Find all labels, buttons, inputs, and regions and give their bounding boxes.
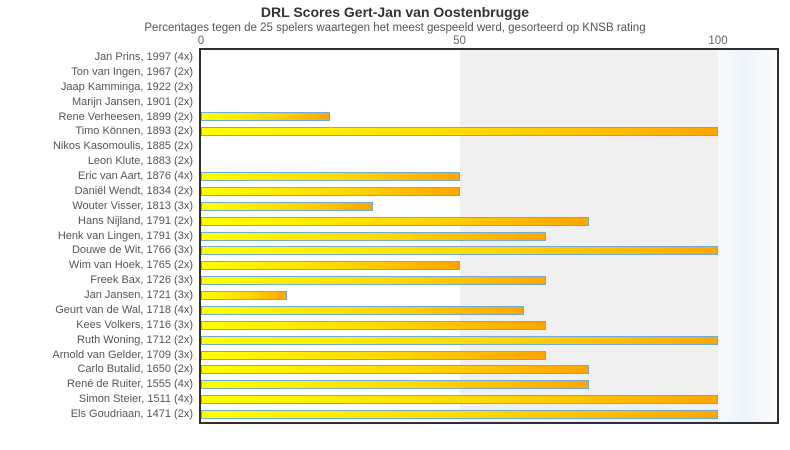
bar bbox=[201, 246, 718, 256]
bar bbox=[201, 231, 546, 241]
y-axis-label: Simon Steier, 1511 (4x) bbox=[78, 393, 193, 406]
bar bbox=[201, 291, 288, 301]
bar bbox=[201, 395, 718, 405]
y-axis-labels: Jan Prins, 1997 (4x) Ton van Ingen, 1967 … bbox=[0, 0, 195, 450]
bar bbox=[201, 320, 546, 330]
bar bbox=[201, 305, 525, 315]
chart-subtitle: Percentages tegen de 25 spelers waartege… bbox=[144, 22, 646, 34]
chart-title: DRL Scores Gert-Jan van Oostenbrugge bbox=[260, 4, 530, 20]
y-axis-label: Henk van Lingen, 1791 (3x) bbox=[57, 229, 193, 242]
bar bbox=[201, 171, 460, 181]
y-axis-label: Geurt van de Wal, 1718 (4x) bbox=[55, 303, 193, 316]
bars-layer bbox=[201, 50, 777, 422]
bar bbox=[201, 216, 589, 226]
y-axis-label: Els Goudriaan, 1471 (2x) bbox=[70, 408, 193, 421]
y-axis-label: Rene Verheesen, 1899 (2x) bbox=[58, 110, 193, 123]
y-axis-label: Wouter Visser, 1813 (3x) bbox=[72, 199, 193, 212]
y-axis-label: Kees Volkers, 1716 (3x) bbox=[76, 318, 193, 331]
y-axis-label: Daniël Wendt, 1834 (2x) bbox=[74, 184, 193, 197]
y-axis-label: Jan Prins, 1997 (4x) bbox=[94, 51, 193, 63]
y-axis-label: Douwe de Wit, 1766 (3x) bbox=[71, 244, 193, 257]
y-axis-label: Jan Jansen, 1721 (3x) bbox=[84, 289, 193, 302]
bar bbox=[201, 335, 718, 345]
y-axis-label: Wim van Hoek, 1765 (2x) bbox=[68, 259, 193, 272]
y-axis-label: René de Ruiter, 1555 (4x) bbox=[67, 378, 193, 391]
bar bbox=[201, 276, 546, 286]
y-axis-label: Nikos Kasomoulis, 1885 (2x) bbox=[52, 140, 193, 153]
bar bbox=[201, 127, 718, 137]
x-tick-label: 100 bbox=[708, 35, 728, 47]
bar bbox=[201, 350, 546, 360]
plot-right-band bbox=[718, 50, 777, 422]
y-axis-label: Ton van Ingen, 1967 (2x) bbox=[71, 65, 193, 78]
y-axis-label: Hans Nijland, 1791 (2x) bbox=[78, 214, 193, 227]
bar bbox=[201, 380, 589, 390]
bar bbox=[201, 261, 460, 271]
y-axis-label: Carlo Butalid, 1650 (2x) bbox=[77, 363, 193, 376]
y-axis-label: Leon Klute, 1883 (2x) bbox=[87, 155, 193, 168]
y-axis-label: Timo Können, 1893 (2x) bbox=[75, 125, 193, 138]
bar bbox=[201, 186, 460, 196]
y-axis-label: Ruth Woning, 1712 (2x) bbox=[77, 333, 193, 346]
x-tick-label: 50 bbox=[453, 35, 466, 47]
bar bbox=[201, 365, 589, 375]
bar bbox=[201, 201, 374, 211]
x-tick-label: 0 bbox=[197, 35, 205, 47]
bar bbox=[201, 112, 331, 122]
y-axis-label: Arnold van Gelder, 1709 (3x) bbox=[52, 348, 193, 361]
plot-area bbox=[199, 48, 779, 424]
x-axis-ticks: 0 50 100 bbox=[0, 35, 790, 48]
y-axis-label: Marijn Jansen, 1901 (2x) bbox=[71, 95, 193, 108]
y-axis-label: Jaap Kamminga, 1922 (2x) bbox=[60, 80, 193, 93]
y-axis-label: Freek Bax, 1726 (3x) bbox=[90, 274, 193, 287]
y-axis-label: Eric van Aart, 1876 (4x) bbox=[78, 170, 193, 183]
bar bbox=[201, 410, 718, 420]
